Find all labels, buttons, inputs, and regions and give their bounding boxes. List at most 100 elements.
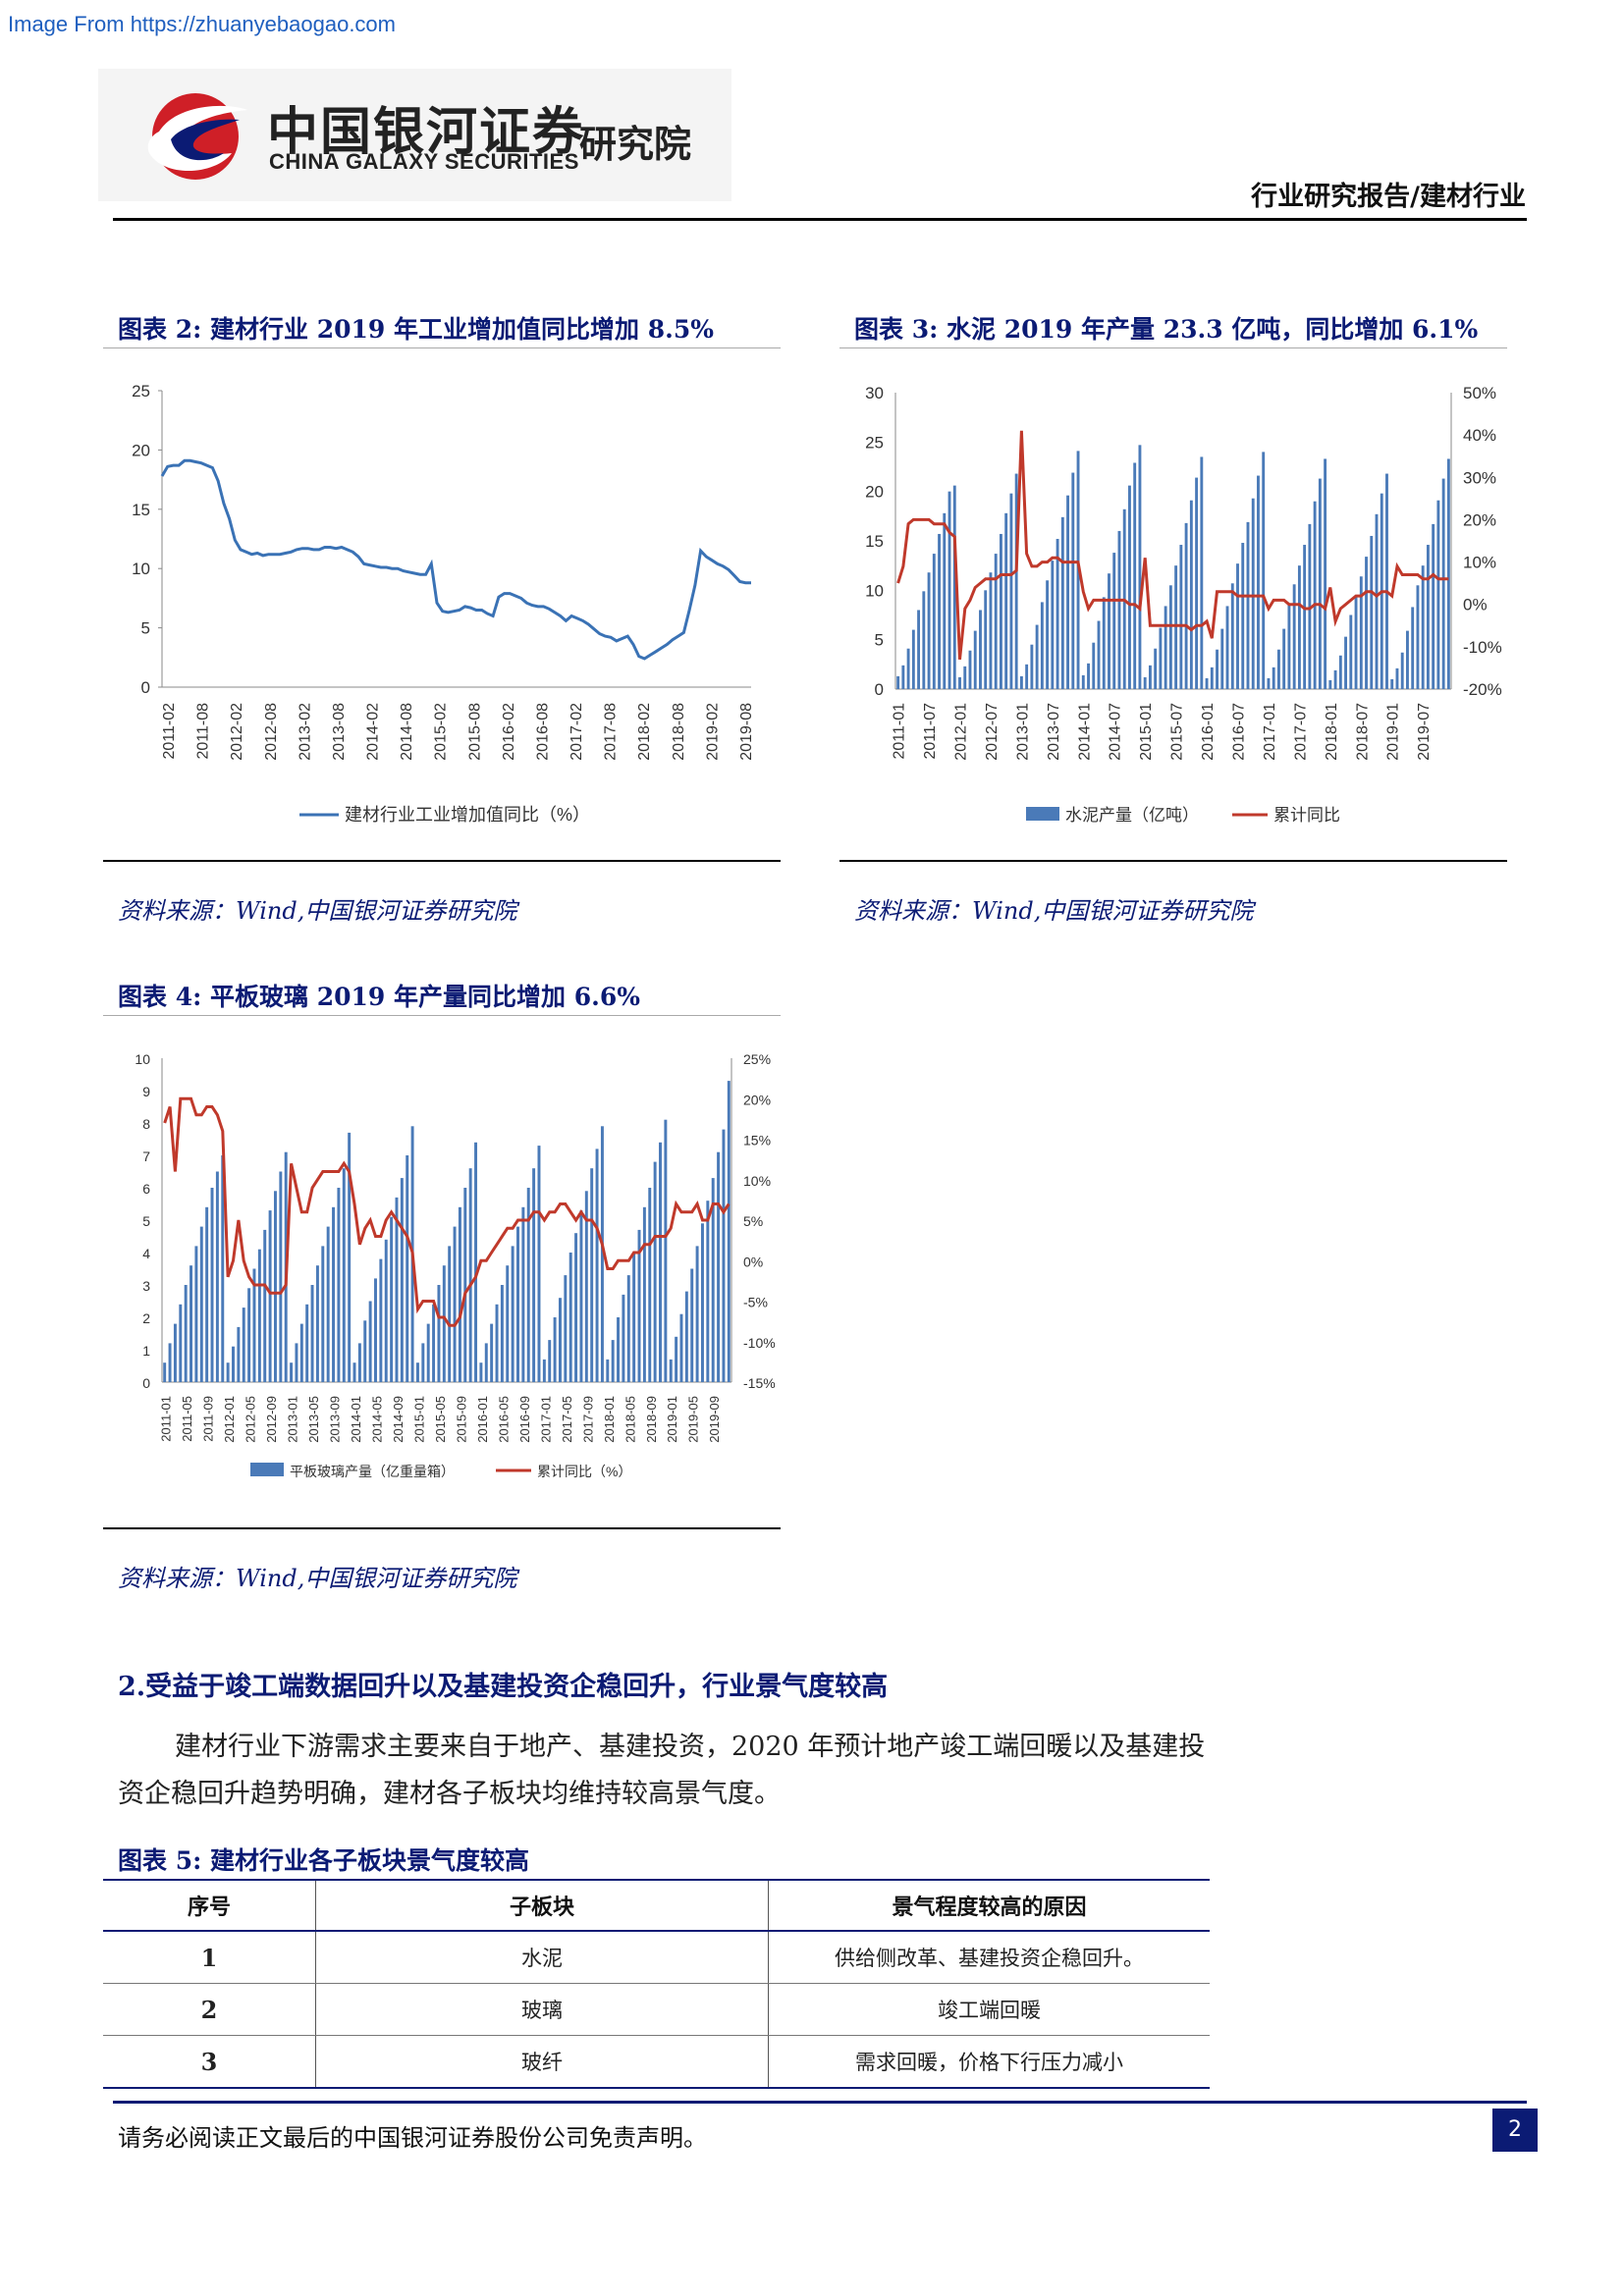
bar — [1297, 565, 1301, 689]
left-tick-label: 5 — [142, 1213, 150, 1229]
subsector-table: 序号 子板块 景气程度较高的原因 1 水泥 供给侧改革、基建投资企稳回升。 2 … — [103, 1881, 1210, 2089]
source-watermark[interactable]: Image From https://zhuanyebaogao.com — [8, 12, 396, 36]
bar — [1066, 495, 1070, 689]
bar — [273, 1191, 277, 1382]
figure-2-bottom-rule — [103, 860, 781, 862]
x-tick-label: 2016-09 — [517, 1396, 532, 1443]
x-tick-label: 2018-02 — [636, 703, 653, 761]
bar — [1040, 602, 1044, 689]
bar — [368, 1301, 372, 1382]
bar — [642, 1206, 646, 1382]
legend-swatch-bar — [1026, 807, 1059, 821]
x-tick-label: 2011-02 — [161, 703, 178, 760]
bar — [415, 1362, 419, 1382]
bar — [1087, 663, 1090, 689]
bar — [1236, 563, 1239, 689]
header-subsector: 子板块 — [315, 1881, 769, 1932]
bar — [268, 1210, 272, 1382]
bar — [1282, 628, 1286, 689]
bar — [669, 1359, 673, 1382]
header-index: 序号 — [103, 1881, 316, 1932]
chart-cement-output: 0 5 10 15 20 25 30 -20% -10% 0% 10% 20% 30% 40% 50% 201… — [865, 384, 1502, 825]
bar — [1267, 677, 1271, 689]
x-tick-label: 2017-08 — [603, 703, 620, 761]
bar — [722, 1129, 726, 1382]
bar — [232, 1346, 235, 1382]
bar — [1081, 674, 1085, 689]
x-tick-label: 2014-09 — [391, 1396, 406, 1443]
bar — [1051, 561, 1055, 689]
x-tick-label: 2018-01 — [1324, 703, 1340, 761]
right-tick-label: 0% — [743, 1254, 763, 1269]
bar — [906, 648, 910, 689]
left-tick-label: 10 — [865, 581, 884, 600]
x-tick-label: 2014-02 — [365, 703, 382, 761]
bar — [717, 1151, 721, 1382]
bar — [1009, 493, 1013, 689]
bar — [1333, 669, 1337, 689]
bar — [1344, 636, 1348, 689]
bar — [1133, 462, 1137, 689]
table-row: 1 水泥 供给侧改革、基建投资企稳回升。 — [103, 1931, 1210, 1984]
figure-3-source: 资料来源：Wind,中国银河证券研究院 — [854, 897, 1254, 925]
bar — [648, 1188, 652, 1382]
bar — [1257, 475, 1260, 689]
bar — [321, 1246, 325, 1382]
left-tick-label: 0 — [142, 1375, 150, 1391]
bar — [1143, 676, 1147, 689]
x-tick-label: 2015-01 — [411, 1396, 426, 1443]
bar — [943, 512, 947, 689]
bar — [237, 1326, 241, 1382]
figure-2-title: 图表 2: 建材行业 2019 年工业增加值同比增加 8.5% — [118, 315, 714, 344]
bar — [932, 554, 936, 689]
x-tick-label: 2014-05 — [370, 1396, 385, 1443]
bar — [1230, 583, 1234, 689]
x-tick-label: 2013-05 — [306, 1396, 321, 1443]
bar — [617, 1317, 621, 1382]
bar — [1251, 498, 1255, 689]
brand-chinese-name: 中国银河证券 — [267, 103, 586, 162]
bar — [679, 1313, 683, 1382]
figure-4-bottom-rule — [103, 1527, 781, 1529]
right-tick-label: -5% — [743, 1295, 768, 1310]
bar — [626, 1275, 630, 1382]
bar — [1375, 513, 1379, 689]
brand-institute-label: 研究院 — [579, 123, 692, 166]
bar — [622, 1294, 625, 1382]
figure-4-source: 资料来源：Wind,中国银河证券研究院 — [118, 1565, 517, 1592]
bar — [442, 1265, 446, 1382]
bar — [1179, 545, 1183, 689]
bar — [584, 1191, 588, 1382]
x-tick-label: 2012-01 — [953, 703, 970, 761]
bar — [332, 1206, 336, 1382]
x-tick-label: 2015-09 — [454, 1396, 468, 1443]
row-reason: 竣工端回暖 — [768, 1983, 1210, 2036]
bar — [590, 1168, 594, 1382]
x-tick-label: 2011-09 — [201, 1396, 216, 1442]
section-2-paragraph-line-1: 建材行业下游需求主要来自于地产、基建投资，2020 年预计地产竣工端回暖以及基建… — [175, 1732, 1206, 1762]
header-reason: 景气程度较高的原因 — [768, 1881, 1210, 1932]
left-tick-label: 30 — [865, 384, 884, 402]
x-tick-label: 2011-05 — [180, 1396, 194, 1442]
bar — [611, 1340, 615, 1382]
x-tick-label: 2016-02 — [501, 703, 517, 761]
bar — [299, 1323, 303, 1382]
bar — [1112, 553, 1116, 689]
figure-3-bottom-rule — [839, 860, 1507, 862]
x-tick-label: 2019-05 — [686, 1396, 701, 1443]
bar — [947, 491, 951, 689]
bar — [542, 1359, 546, 1382]
bar — [1014, 473, 1018, 689]
bar — [179, 1304, 183, 1382]
bar — [352, 1362, 356, 1382]
x-tick-label: 2019-01 — [1385, 703, 1402, 761]
figure-2-top-rule — [103, 347, 781, 348]
bar — [1174, 565, 1178, 689]
bar — [558, 1298, 562, 1382]
right-tick-label: -20% — [1463, 680, 1502, 699]
bar — [1385, 473, 1388, 689]
bar — [917, 610, 921, 689]
bar — [374, 1278, 377, 1382]
bar — [963, 666, 967, 689]
right-tick-label: 5% — [743, 1213, 763, 1229]
